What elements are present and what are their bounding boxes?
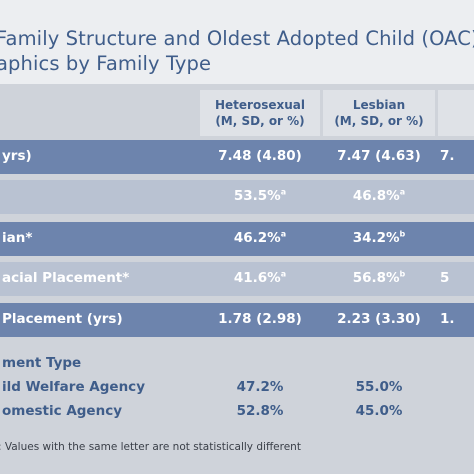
column-name: Lesbian [352, 98, 406, 112]
table-title-line-1: Family Structure and Oldest Adopted Chil… [0, 27, 474, 50]
cell-lesbian: 55.0% [355, 379, 403, 395]
column-subtitle: (M, SD, or %) [215, 114, 305, 128]
cell-heterosexual: 47.2% [236, 379, 284, 395]
table-title-line-2: aphics by Family Type [0, 52, 212, 75]
table-row: ian* 46.2%a 34.2%b [0, 222, 474, 256]
cell-third: 5 [440, 270, 450, 286]
cell-heterosexual: 52.8% [236, 403, 284, 419]
row-label: Placement (yrs) [2, 311, 123, 327]
cell-heterosexual: 46.2%a [233, 229, 287, 246]
column-header-row: Heterosexual (M, SD, or %) Lesbian (M, S… [0, 90, 474, 136]
column-subtitle: (M, SD, or %) [334, 114, 424, 128]
cell-lesbian: 56.8%b [352, 269, 406, 286]
cell-lesbian: 2.23 (3.30) [337, 311, 421, 327]
column-header-third [438, 90, 474, 136]
cell-lesbian: 34.2%b [352, 229, 406, 246]
column-header-heterosexual: Heterosexual (M, SD, or %) [200, 90, 320, 136]
cell-heterosexual: 53.5%a [233, 187, 287, 204]
title-band: Family Structure and Oldest Adopted Chil… [0, 0, 474, 84]
placement-type-label: ild Welfare Agency [2, 379, 145, 395]
column-header-lesbian: Lesbian (M, SD, or %) [323, 90, 435, 136]
cell-heterosexual: 41.6%a [233, 269, 287, 286]
cell-lesbian: 45.0% [355, 403, 403, 419]
column-name: Heterosexual [215, 98, 305, 112]
table-row: yrs) 7.48 (4.80) 7.47 (4.63) 7. [0, 140, 474, 174]
placement-type-block: ment Type ild Welfare Agency 47.2% 55.0%… [0, 343, 474, 433]
row-label: yrs) [2, 148, 32, 164]
cell-heterosexual: 1.78 (2.98) [218, 311, 302, 327]
placement-type-heading: ment Type [2, 355, 82, 371]
row-label: ian* [2, 230, 33, 246]
cell-third: 1. [440, 311, 455, 327]
placement-type-label: omestic Agency [2, 403, 122, 419]
cell-lesbian: 46.8%a [352, 187, 406, 204]
table-footnote: : Values with the same letter are not st… [0, 441, 301, 453]
cell-third: 7. [440, 148, 455, 164]
table-row: 53.5%a 46.8%a [0, 180, 474, 214]
cell-heterosexual: 7.48 (4.80) [218, 148, 302, 164]
table-row: acial Placement* 41.6%a 56.8%b 5 [0, 262, 474, 296]
row-label: acial Placement* [2, 270, 130, 286]
table-row: Placement (yrs) 1.78 (2.98) 2.23 (3.30) … [0, 303, 474, 337]
cell-lesbian: 7.47 (4.63) [337, 148, 421, 164]
